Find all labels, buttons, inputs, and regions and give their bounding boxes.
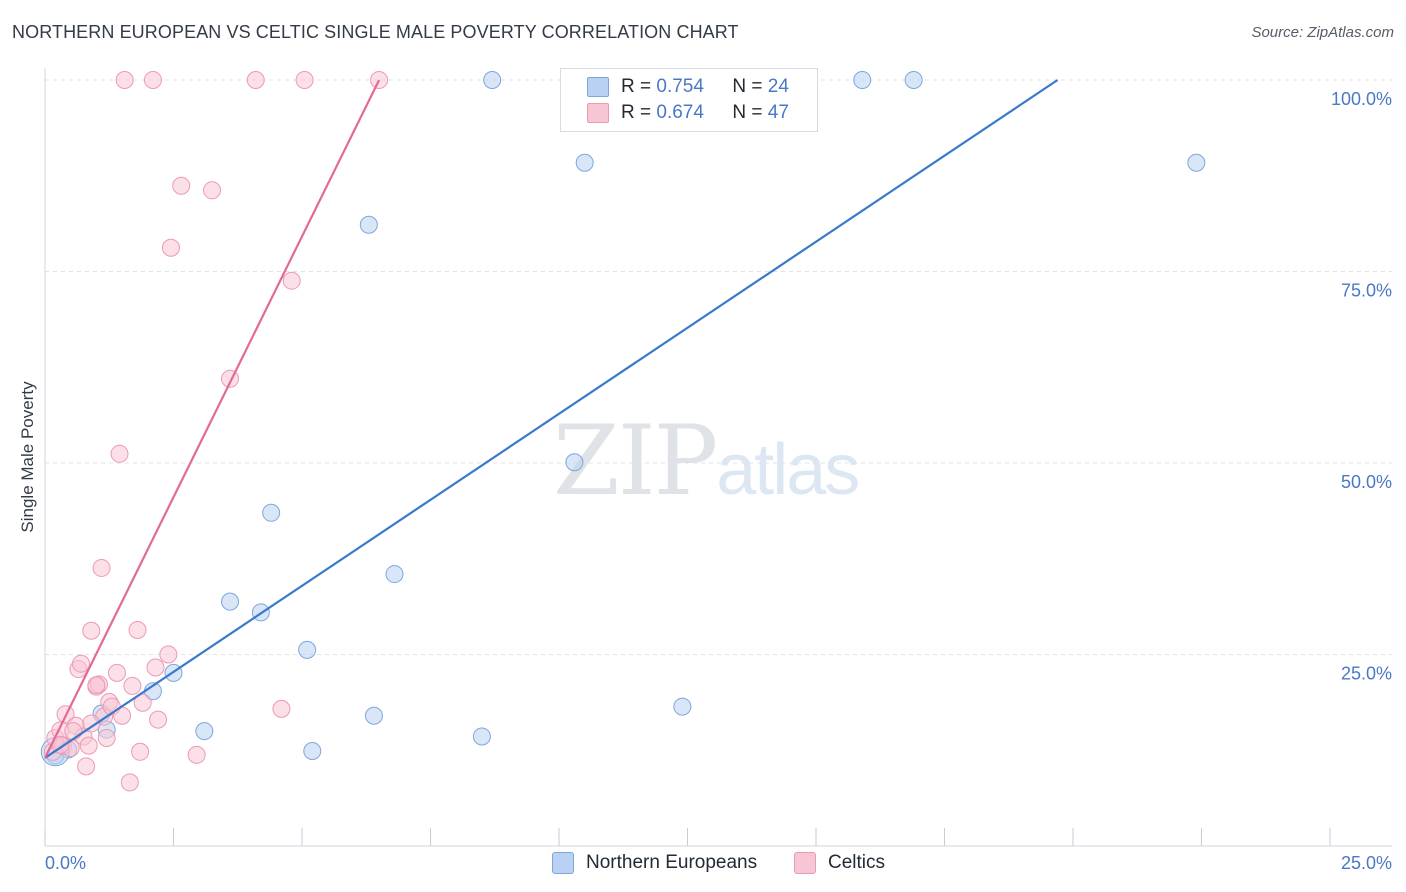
celtics-point bbox=[71, 654, 90, 673]
celtics-point bbox=[143, 71, 162, 89]
axes bbox=[44, 68, 1392, 847]
northern-europeans-point bbox=[483, 71, 502, 89]
legend-r-value: 0.754 bbox=[656, 76, 704, 97]
northern-europeans-point bbox=[303, 742, 322, 761]
legend-item-northern-europeans: Northern Europeans bbox=[552, 852, 757, 874]
northern-europeans-point bbox=[364, 706, 383, 725]
series-northern-europeans bbox=[40, 71, 1206, 767]
series-legend: Northern Europeans Celtics bbox=[0, 852, 1406, 878]
northern-europeans-point bbox=[904, 71, 923, 89]
trend-lines bbox=[44, 79, 1059, 759]
celtics-point bbox=[82, 714, 101, 733]
celtics-point bbox=[110, 444, 129, 463]
series-celtics bbox=[43, 71, 389, 792]
y-tick-label: 100.0% bbox=[1331, 89, 1392, 109]
celtics-point bbox=[77, 757, 96, 776]
chart-title: NORTHERN EUROPEAN VS CELTIC SINGLE MALE … bbox=[12, 22, 739, 42]
trend-line-northern-europeans bbox=[44, 79, 1059, 759]
celtics-point bbox=[92, 558, 111, 577]
celtics-point bbox=[161, 238, 180, 257]
celtics-point bbox=[64, 722, 83, 741]
celtics-point bbox=[172, 176, 191, 195]
celtics-point bbox=[123, 676, 142, 695]
legend-label-celtics: Celtics bbox=[828, 852, 886, 873]
northern-europeans-point bbox=[195, 722, 214, 741]
x-tick-label: 25.0% bbox=[1341, 853, 1392, 873]
celtics-point bbox=[246, 71, 265, 89]
celtics-point bbox=[133, 693, 152, 712]
celtics-point bbox=[159, 645, 178, 664]
legend-swatch-blue bbox=[587, 77, 609, 97]
celtics-point bbox=[82, 621, 101, 640]
legend-r-value: 0.674 bbox=[656, 102, 704, 123]
celtics-point bbox=[187, 745, 206, 764]
celtics-point bbox=[272, 699, 291, 718]
northern-europeans-point bbox=[673, 697, 692, 716]
northern-europeans-point bbox=[221, 592, 240, 611]
legend-row-celtics: R = 0.674 N = 47 bbox=[587, 101, 789, 125]
celtics-point bbox=[203, 181, 222, 200]
celtics-point bbox=[87, 676, 106, 695]
northern-europeans-point bbox=[853, 71, 872, 89]
celtics-point bbox=[131, 742, 150, 761]
celtics-point bbox=[149, 710, 168, 729]
legend-swatch-blue bbox=[552, 852, 574, 874]
legend-swatch-pink bbox=[794, 852, 816, 874]
legend-r-label: R = bbox=[621, 102, 652, 123]
legend-label-northern-europeans: Northern Europeans bbox=[586, 852, 758, 873]
celtics-point bbox=[107, 663, 126, 682]
legend-r-label: R = bbox=[621, 76, 652, 97]
correlation-legend: R = 0.754 N = 24 R = 0.674 N = 47 bbox=[560, 68, 818, 132]
legend-row-northern-europeans: R = 0.754 N = 24 bbox=[587, 75, 789, 99]
legend-n-label: N = bbox=[732, 76, 763, 97]
y-tick-label: 25.0% bbox=[1341, 664, 1392, 684]
northern-europeans-point bbox=[575, 153, 594, 172]
northern-europeans-point bbox=[359, 215, 378, 234]
trend-line-celtics bbox=[44, 79, 381, 759]
legend-n-value: 47 bbox=[767, 102, 789, 123]
tick-labels: 25.0% 50.0% 75.0% 100.0% 0.0% 25.0% bbox=[45, 89, 1392, 873]
source-label: Source: ZipAtlas.com bbox=[1251, 24, 1394, 41]
celtics-point bbox=[146, 658, 165, 677]
legend-n-value: 24 bbox=[767, 76, 789, 97]
celtics-point bbox=[282, 271, 301, 290]
legend-swatch-pink bbox=[587, 103, 609, 123]
northern-europeans-point bbox=[385, 565, 404, 584]
northern-europeans-point bbox=[298, 640, 317, 659]
celtics-point bbox=[115, 71, 134, 89]
celtics-point bbox=[79, 736, 98, 755]
northern-europeans-point bbox=[472, 727, 491, 746]
northern-europeans-point bbox=[262, 503, 281, 522]
y-tick-label: 50.0% bbox=[1341, 472, 1392, 492]
northern-europeans-point bbox=[1187, 153, 1206, 172]
legend-item-celtics: Celtics bbox=[794, 852, 885, 874]
y-tick-label: 75.0% bbox=[1341, 281, 1392, 301]
northern-europeans-point bbox=[565, 453, 584, 472]
x-tick-label: 0.0% bbox=[45, 853, 86, 873]
celtics-point bbox=[128, 620, 147, 639]
legend-n-label: N = bbox=[732, 102, 763, 123]
celtics-point bbox=[97, 728, 116, 747]
celtics-point bbox=[120, 773, 139, 792]
celtics-point bbox=[295, 71, 314, 89]
watermark-atlas: atlas bbox=[716, 430, 860, 510]
